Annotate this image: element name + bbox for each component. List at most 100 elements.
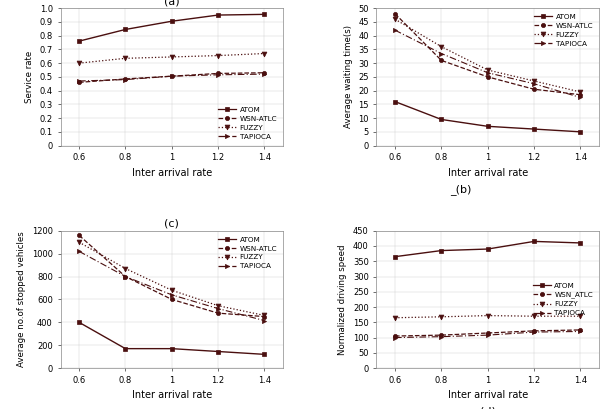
FUZZY: [122, 266, 129, 271]
Line: WSN_ATLC: WSN_ATLC: [393, 328, 583, 338]
Y-axis label: Average no.of stopped vehicles: Average no.of stopped vehicles: [18, 231, 26, 367]
Title: (c): (c): [165, 218, 179, 229]
ATOM: [122, 27, 129, 32]
ATOM: [437, 248, 445, 253]
Y-axis label: Normalized driving speed: Normalized driving speed: [338, 244, 347, 355]
TAPIOCA: [122, 77, 129, 82]
Legend: ATOM, WSN-ATLC, FUZZY, TAPIOCA: ATOM, WSN-ATLC, FUZZY, TAPIOCA: [216, 234, 280, 272]
Line: WSN-ATLC: WSN-ATLC: [77, 233, 267, 319]
WSN-ATLC: [261, 314, 268, 319]
WSN_ATLC: [437, 333, 445, 337]
Text: (d): (d): [480, 407, 495, 409]
ATOM: [391, 99, 399, 104]
X-axis label: Inter arrival rate: Inter arrival rate: [132, 390, 212, 400]
TAPIOCA: [577, 95, 584, 100]
WSN-ATLC: [76, 233, 83, 238]
X-axis label: Inter arrival rate: Inter arrival rate: [448, 168, 528, 178]
Line: FUZZY: FUZZY: [77, 240, 267, 318]
ATOM: [122, 346, 129, 351]
WSN-ATLC: [215, 71, 222, 76]
Line: TAPIOCA: TAPIOCA: [393, 28, 583, 99]
FUZZY: [168, 288, 175, 293]
Line: TAPIOCA: TAPIOCA: [393, 329, 583, 339]
ATOM: [261, 352, 268, 357]
Line: ATOM: ATOM: [393, 99, 583, 134]
Line: TAPIOCA: TAPIOCA: [77, 249, 267, 323]
WSN-ATLC: [122, 274, 129, 279]
Line: TAPIOCA: TAPIOCA: [77, 72, 267, 83]
TAPIOCA: [484, 333, 491, 337]
WSN-ATLC: [391, 11, 399, 16]
ATOM: [577, 240, 584, 245]
TAPIOCA: [168, 74, 175, 79]
WSN_ATLC: [577, 328, 584, 333]
WSN_ATLC: [484, 330, 491, 335]
TAPIOCA: [215, 72, 222, 77]
TAPIOCA: [391, 335, 399, 340]
FUZZY: [437, 44, 445, 49]
Y-axis label: Service rate: Service rate: [25, 51, 34, 103]
FUZZY: [484, 313, 491, 318]
WSN-ATLC: [437, 58, 445, 63]
TAPIOCA: [168, 292, 175, 297]
FUZZY: [215, 53, 222, 58]
FUZZY: [391, 17, 399, 22]
ATOM: [531, 127, 538, 132]
Line: WSN-ATLC: WSN-ATLC: [77, 71, 267, 84]
WSN-ATLC: [531, 87, 538, 92]
FUZZY: [261, 51, 268, 56]
Title: (a): (a): [164, 0, 180, 6]
FUZZY: [531, 79, 538, 83]
ATOM: [76, 320, 83, 325]
TAPIOCA: [261, 72, 268, 76]
Text: _(b): _(b): [450, 184, 472, 195]
WSN_ATLC: [531, 328, 538, 333]
TAPIOCA: [76, 79, 83, 83]
Legend: ATOM, WSN_ATLC, FUZZY, TAPIOCA: ATOM, WSN_ATLC, FUZZY, TAPIOCA: [531, 281, 595, 318]
Line: WSN-ATLC: WSN-ATLC: [393, 11, 583, 97]
WSN-ATLC: [484, 74, 491, 79]
Line: ATOM: ATOM: [393, 239, 583, 259]
X-axis label: Inter arrival rate: Inter arrival rate: [448, 390, 528, 400]
FUZZY: [437, 315, 445, 319]
TAPIOCA: [122, 274, 129, 279]
FUZZY: [391, 315, 399, 320]
FUZZY: [531, 314, 538, 319]
TAPIOCA: [531, 81, 538, 86]
Legend: ATOM, WSN-ATLC, FUZZY, TAPIOCA: ATOM, WSN-ATLC, FUZZY, TAPIOCA: [532, 12, 595, 49]
FUZZY: [168, 54, 175, 59]
Line: FUZZY: FUZZY: [77, 51, 267, 65]
TAPIOCA: [577, 329, 584, 334]
TAPIOCA: [437, 51, 445, 56]
ATOM: [391, 254, 399, 259]
TAPIOCA: [391, 28, 399, 33]
FUZZY: [577, 90, 584, 94]
WSN_ATLC: [391, 334, 399, 339]
ATOM: [76, 39, 83, 44]
TAPIOCA: [437, 334, 445, 339]
Y-axis label: Average waiting time(s): Average waiting time(s): [344, 25, 353, 128]
WSN-ATLC: [577, 92, 584, 97]
ATOM: [484, 247, 491, 252]
Line: ATOM: ATOM: [77, 12, 267, 44]
ATOM: [215, 349, 222, 354]
WSN-ATLC: [168, 297, 175, 302]
ATOM: [484, 124, 491, 129]
ATOM: [168, 346, 175, 351]
FUZZY: [76, 240, 83, 245]
TAPIOCA: [76, 249, 83, 254]
FUZZY: [122, 56, 129, 61]
Line: FUZZY: FUZZY: [393, 17, 583, 94]
TAPIOCA: [261, 318, 268, 323]
WSN-ATLC: [261, 70, 268, 75]
ATOM: [215, 13, 222, 18]
ATOM: [577, 129, 584, 134]
WSN-ATLC: [76, 80, 83, 85]
TAPIOCA: [484, 70, 491, 75]
FUZZY: [76, 61, 83, 65]
WSN-ATLC: [122, 76, 129, 81]
TAPIOCA: [215, 306, 222, 311]
WSN-ATLC: [168, 74, 175, 79]
TAPIOCA: [531, 330, 538, 335]
X-axis label: Inter arrival rate: Inter arrival rate: [132, 168, 212, 178]
